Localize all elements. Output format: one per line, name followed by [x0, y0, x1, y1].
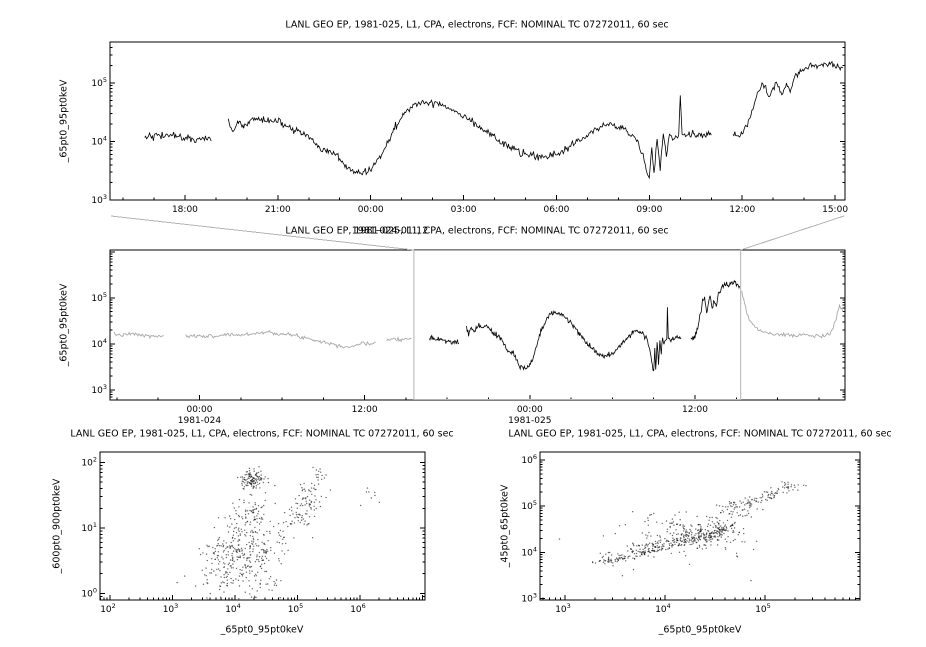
tick-label: 104	[655, 602, 671, 615]
tick-label: 103	[521, 592, 537, 605]
time-tick-label: 03:00	[451, 205, 477, 215]
scatter-left-title: LANL GEO EP, 1981-025, L1, CPA, electron…	[70, 428, 454, 440]
zoom-selection-box[interactable]	[413, 250, 742, 400]
axis-date-label: 1981-024	[178, 416, 222, 426]
overview-plot[interactable]: 103 104 105 18:00 21:00 00:00 03:00 06:00 09:00 1…	[91, 41, 848, 215]
tick-label: 105	[91, 76, 107, 89]
scatter-left-plot[interactable]: 100 101 102 102 103 104 105 106	[81, 451, 426, 615]
context-line	[113, 331, 164, 340]
tick-label: 106	[521, 453, 537, 466]
scatter-points	[558, 481, 807, 582]
plot-frame	[539, 451, 861, 601]
time-tick-label: 12:00	[682, 405, 708, 415]
tick-label: 105	[91, 291, 107, 304]
scatter-right-xaxis-label: _65pt0_95pt0keV	[658, 624, 742, 636]
scatter-right-title: LANL GEO EP, 1981-025, L1, CPA, electron…	[508, 428, 892, 440]
plot-frame	[109, 249, 846, 401]
tick-label: 104	[91, 337, 107, 350]
scatter-right-yaxis-label: _45pt0_65pt0keV	[499, 484, 511, 568]
plot-frame	[109, 41, 846, 201]
context-plot-title: LANL GEO EP, 1981-025, L1, CPA, electron…	[285, 225, 669, 237]
plot-frame	[99, 451, 426, 601]
context-line	[386, 336, 412, 343]
series-line	[732, 60, 844, 138]
axis-tick	[740, 215, 845, 251]
time-tick-label: 18:00	[172, 205, 198, 215]
top-plot-title: LANL GEO EP, 1981-025, L1, CPA, electron…	[285, 19, 669, 31]
context-line	[741, 290, 844, 339]
tick-label: 105	[288, 602, 304, 615]
tick-label: 102	[81, 455, 97, 468]
series-line	[144, 131, 212, 144]
time-tick-label: 00:00	[517, 405, 543, 415]
tick-label: 104	[521, 545, 537, 558]
tick-label: 101	[81, 521, 97, 534]
time-tick-label: 12:00	[729, 205, 755, 215]
series-line	[466, 307, 682, 372]
top-plot-yaxis-label: _65pt0_95pt0keV	[58, 79, 70, 163]
series-line	[227, 95, 712, 180]
series-line	[690, 279, 741, 341]
tick-label: 105	[521, 499, 537, 512]
context-plot-yaxis-label: _65pt0_95pt0keV	[58, 283, 70, 367]
time-tick-label: 21:00	[265, 205, 291, 215]
tick-label: 104	[91, 134, 107, 147]
time-tick-label: 06:00	[543, 205, 569, 215]
tick-label: 103	[91, 193, 107, 206]
time-tick-label: 12:00	[352, 405, 378, 415]
tick-label: 103	[555, 602, 571, 615]
tick-label: 103	[163, 602, 179, 615]
tick-label: 105	[755, 602, 771, 615]
scatter-left-yaxis-label: _600pt0_900pt0keV	[51, 478, 63, 574]
context-line	[185, 329, 376, 350]
series-line	[428, 334, 460, 345]
tick-label: 103	[91, 383, 107, 396]
time-tick-label: 00:00	[358, 205, 384, 215]
scatter-right-plot[interactable]: 103 104 105 106 103 104 105	[521, 451, 861, 615]
tick-label: 100	[81, 586, 97, 599]
time-tick-label: 09:00	[636, 205, 662, 215]
axis-tick	[110, 215, 414, 251]
tick-label: 102	[100, 602, 116, 615]
time-tick-label: 15:00	[822, 205, 848, 215]
tick-label: 104	[225, 602, 241, 615]
time-tick-label: 00:00	[186, 405, 212, 415]
scatter-points	[176, 466, 381, 600]
scatter-left-xaxis-label: _65pt0_95pt0keV	[220, 624, 304, 636]
axis-date-label: 1981-025	[508, 416, 551, 426]
tick-label: 106	[350, 602, 366, 615]
top-plot-xaxis-label: 1981-024-01:12	[351, 225, 429, 237]
